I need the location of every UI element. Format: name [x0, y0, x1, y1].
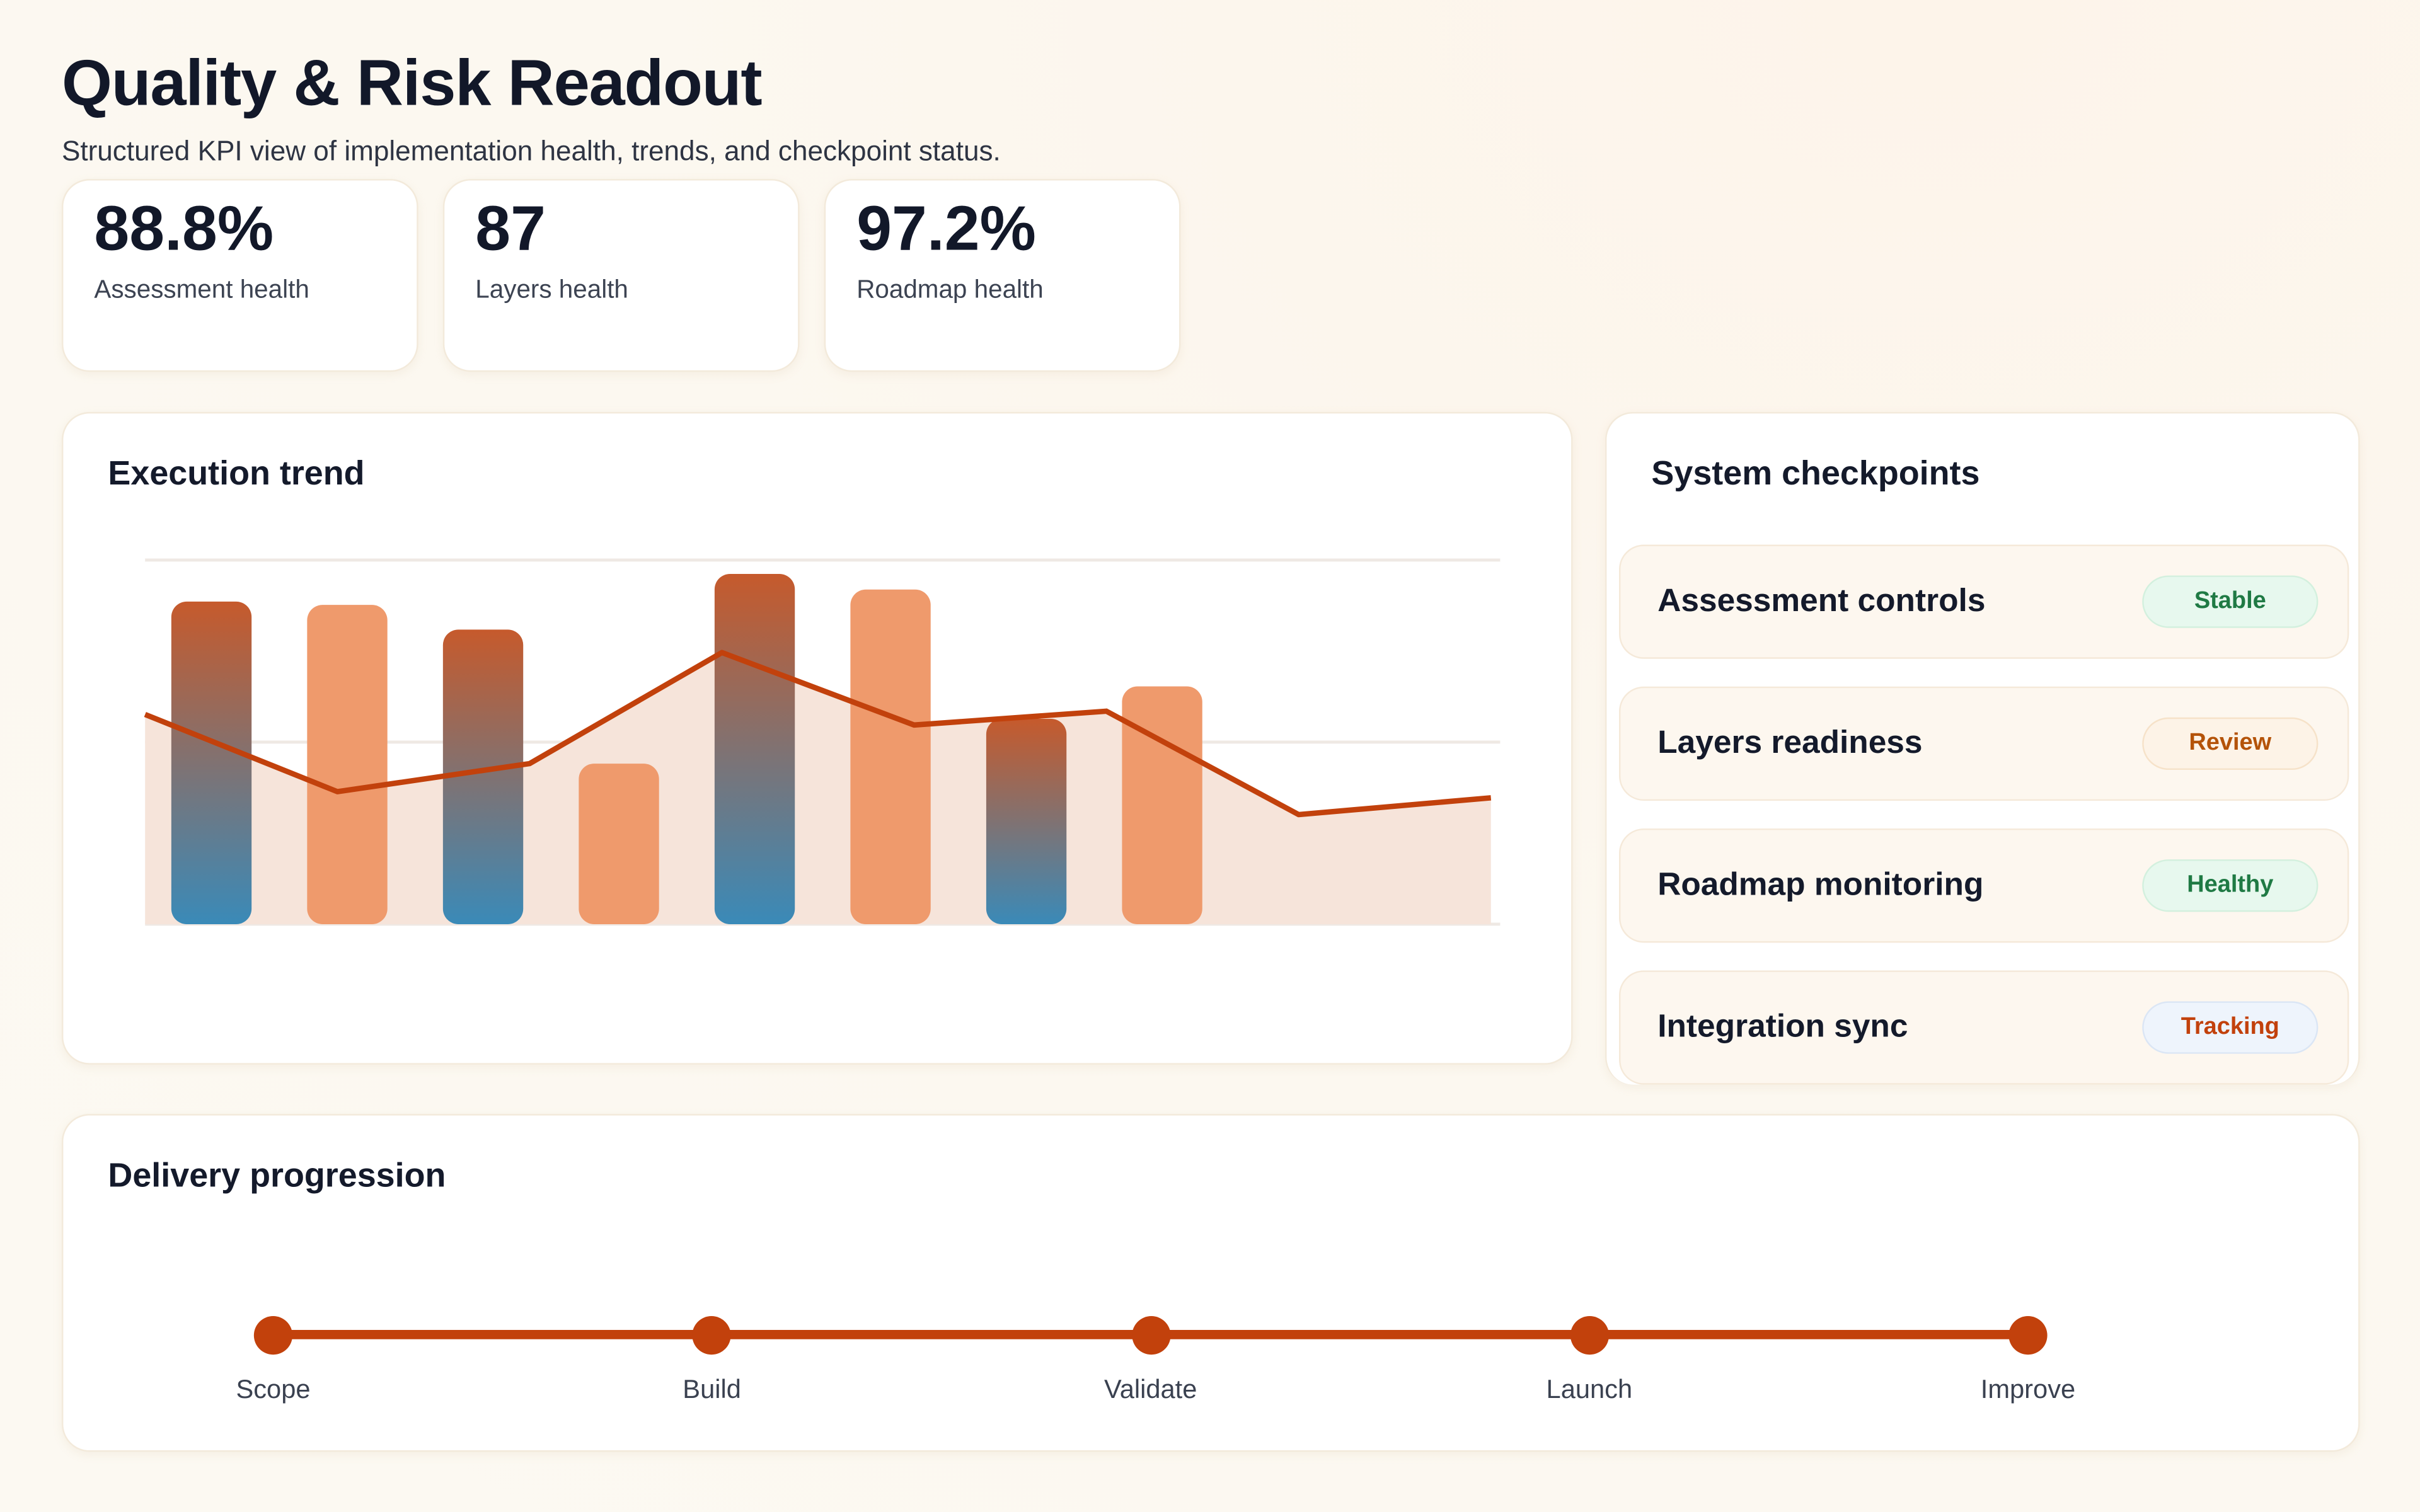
chart-title: Execution trend	[108, 454, 365, 493]
kpi-card-layers: 87 Layers health	[442, 179, 800, 372]
kpi-value: 88.8%	[94, 193, 274, 264]
checkpoint-item[interactable]: Integration sync Tracking	[1619, 970, 2349, 1085]
delivery-progression-card: Delivery progression Scope Build Validate L…	[61, 1114, 2360, 1452]
checkpoint-item[interactable]: Assessment controls Stable	[1619, 544, 2349, 659]
status-badge: Review	[2142, 717, 2319, 770]
kpi-value: 97.2%	[856, 193, 1036, 264]
status-badge: Stable	[2142, 575, 2319, 628]
trend-bar	[850, 589, 931, 924]
kpi-card-assessment: 88.8% Assessment health	[61, 179, 418, 372]
checkpoint-item[interactable]: Layers readiness Review	[1619, 686, 2349, 801]
kpi-card-roadmap: 97.2% Roadmap health	[824, 179, 1181, 372]
step-marker[interactable]	[253, 1315, 293, 1355]
status-badge: Tracking	[2142, 1001, 2319, 1054]
step-marker[interactable]	[1131, 1315, 1170, 1355]
kpi-label: Assessment health	[94, 276, 309, 304]
checkpoints-title: System checkpoints	[1651, 454, 1980, 493]
step-label: Build	[683, 1375, 741, 1404]
status-badge: Healthy	[2142, 859, 2319, 912]
step-label: Scope	[236, 1375, 311, 1404]
kpi-value: 87	[475, 193, 546, 264]
step-marker[interactable]	[692, 1315, 732, 1355]
checkpoint-name: Assessment controls	[1657, 583, 1986, 619]
page-title: Quality & Risk Readout	[61, 46, 763, 119]
kpi-label: Layers health	[475, 276, 628, 304]
execution-trend-chart	[144, 558, 1501, 926]
checkpoint-name: Roadmap monitoring	[1657, 867, 1984, 903]
trend-line	[144, 650, 1492, 818]
trend-bar	[986, 718, 1067, 924]
delivery-title: Delivery progression	[108, 1155, 446, 1194]
checkpoint-name: Layers readiness	[1657, 725, 1923, 761]
checkpoint-name: Integration sync	[1657, 1009, 1908, 1045]
trend-bar	[442, 629, 524, 924]
page-subtitle: Structured KPI view of implementation he…	[61, 135, 1001, 167]
checkpoint-item[interactable]: Roadmap monitoring Healthy	[1619, 828, 2349, 943]
execution-trend-card: Execution trend	[61, 411, 1573, 1065]
step-label: Validate	[1104, 1375, 1197, 1404]
trend-bar	[307, 605, 388, 924]
system-checkpoints-card: System checkpoints Assessment controls S…	[1605, 411, 2360, 1085]
trend-bar	[579, 764, 659, 924]
step-label: Launch	[1546, 1375, 1633, 1404]
kpi-label: Roadmap health	[856, 276, 1044, 304]
trend-bar	[1122, 686, 1202, 924]
step-marker[interactable]	[1570, 1315, 1609, 1355]
trend-bar	[714, 573, 795, 924]
step-label: Improve	[1980, 1375, 2076, 1404]
trend-bar	[171, 601, 252, 924]
step-marker[interactable]	[2008, 1315, 2048, 1355]
